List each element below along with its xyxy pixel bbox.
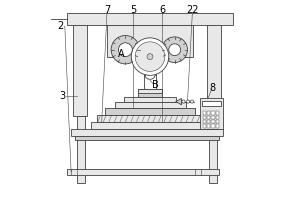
Bar [207,120,210,123]
Bar [211,111,215,115]
Bar [115,102,185,108]
Circle shape [169,44,181,56]
Bar [207,124,210,128]
Bar [207,111,210,115]
Bar [216,116,219,119]
Circle shape [187,100,190,103]
Bar [211,124,215,128]
Bar [97,115,203,122]
Bar [77,116,85,183]
Text: 7: 7 [104,5,110,15]
Bar [71,129,223,136]
Bar [207,25,221,116]
Bar [211,116,215,119]
Bar [73,25,87,116]
Text: B: B [152,80,158,90]
Bar [138,89,162,97]
Circle shape [147,54,153,60]
Bar [200,98,223,129]
Text: 6: 6 [159,5,165,15]
Text: 3: 3 [59,91,65,101]
Bar [216,111,219,115]
Bar [207,116,210,119]
Bar [106,25,194,57]
Bar [216,124,219,128]
Bar [138,89,162,93]
Bar [216,120,219,123]
Bar [203,120,206,123]
Bar [91,122,209,129]
Bar [209,116,217,183]
Text: A: A [118,49,125,59]
Bar [203,111,206,115]
Bar [124,97,176,102]
Circle shape [162,37,188,63]
Circle shape [118,43,132,57]
Text: 5: 5 [130,5,136,15]
Bar [203,116,206,119]
Circle shape [182,100,185,103]
Circle shape [190,100,194,103]
Polygon shape [176,98,182,105]
Text: 22: 22 [186,5,199,15]
Circle shape [111,36,140,64]
Bar [203,124,206,128]
Bar [67,13,233,25]
Bar [67,169,219,175]
Bar [75,136,219,140]
Text: 2: 2 [58,21,64,31]
Text: 8: 8 [209,83,215,93]
Bar [211,120,215,123]
Bar [105,108,195,115]
Circle shape [135,42,165,71]
Bar [202,101,220,106]
Circle shape [131,38,169,75]
